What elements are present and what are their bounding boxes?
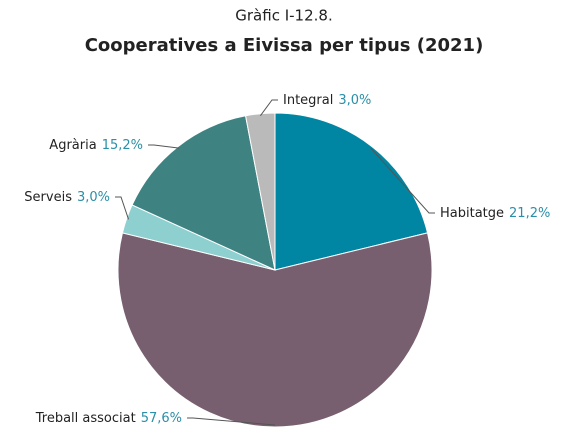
slice-label: Serveis 3,0% (24, 190, 110, 205)
pie-slice (131, 115, 276, 271)
slice-value: 3,0% (77, 190, 110, 205)
slice-label: Habitatge 21,2% (440, 206, 550, 221)
slice-label: Integral 3,0% (283, 93, 371, 108)
chart-title: Gràfic I-12.8. (235, 7, 332, 25)
leader-line (115, 196, 129, 220)
leader-line (370, 147, 435, 214)
slice-name: Integral (283, 93, 333, 108)
pie-slice (244, 112, 276, 271)
pie-slice (117, 232, 433, 428)
leader-line (148, 144, 180, 149)
slice-value: 15,2% (102, 138, 143, 153)
slice-name: Serveis (24, 190, 72, 205)
slice-label: Treball associat 57,6% (35, 411, 182, 426)
leader-line (187, 417, 276, 426)
slice-value: 57,6% (141, 411, 182, 426)
slice-name: Habitatge (440, 206, 504, 221)
slice-value: 21,2% (509, 206, 550, 221)
pie-slice (274, 112, 429, 271)
chart-subtitle: Cooperatives a Eivissa per tipus (2021) (85, 35, 484, 56)
slice-label: Agrària 15,2% (49, 138, 143, 153)
slice-value: 3,0% (338, 93, 371, 108)
slice-name: Agrària (49, 138, 96, 153)
leader-line (260, 99, 278, 116)
slice-name: Treball associat (35, 411, 136, 426)
